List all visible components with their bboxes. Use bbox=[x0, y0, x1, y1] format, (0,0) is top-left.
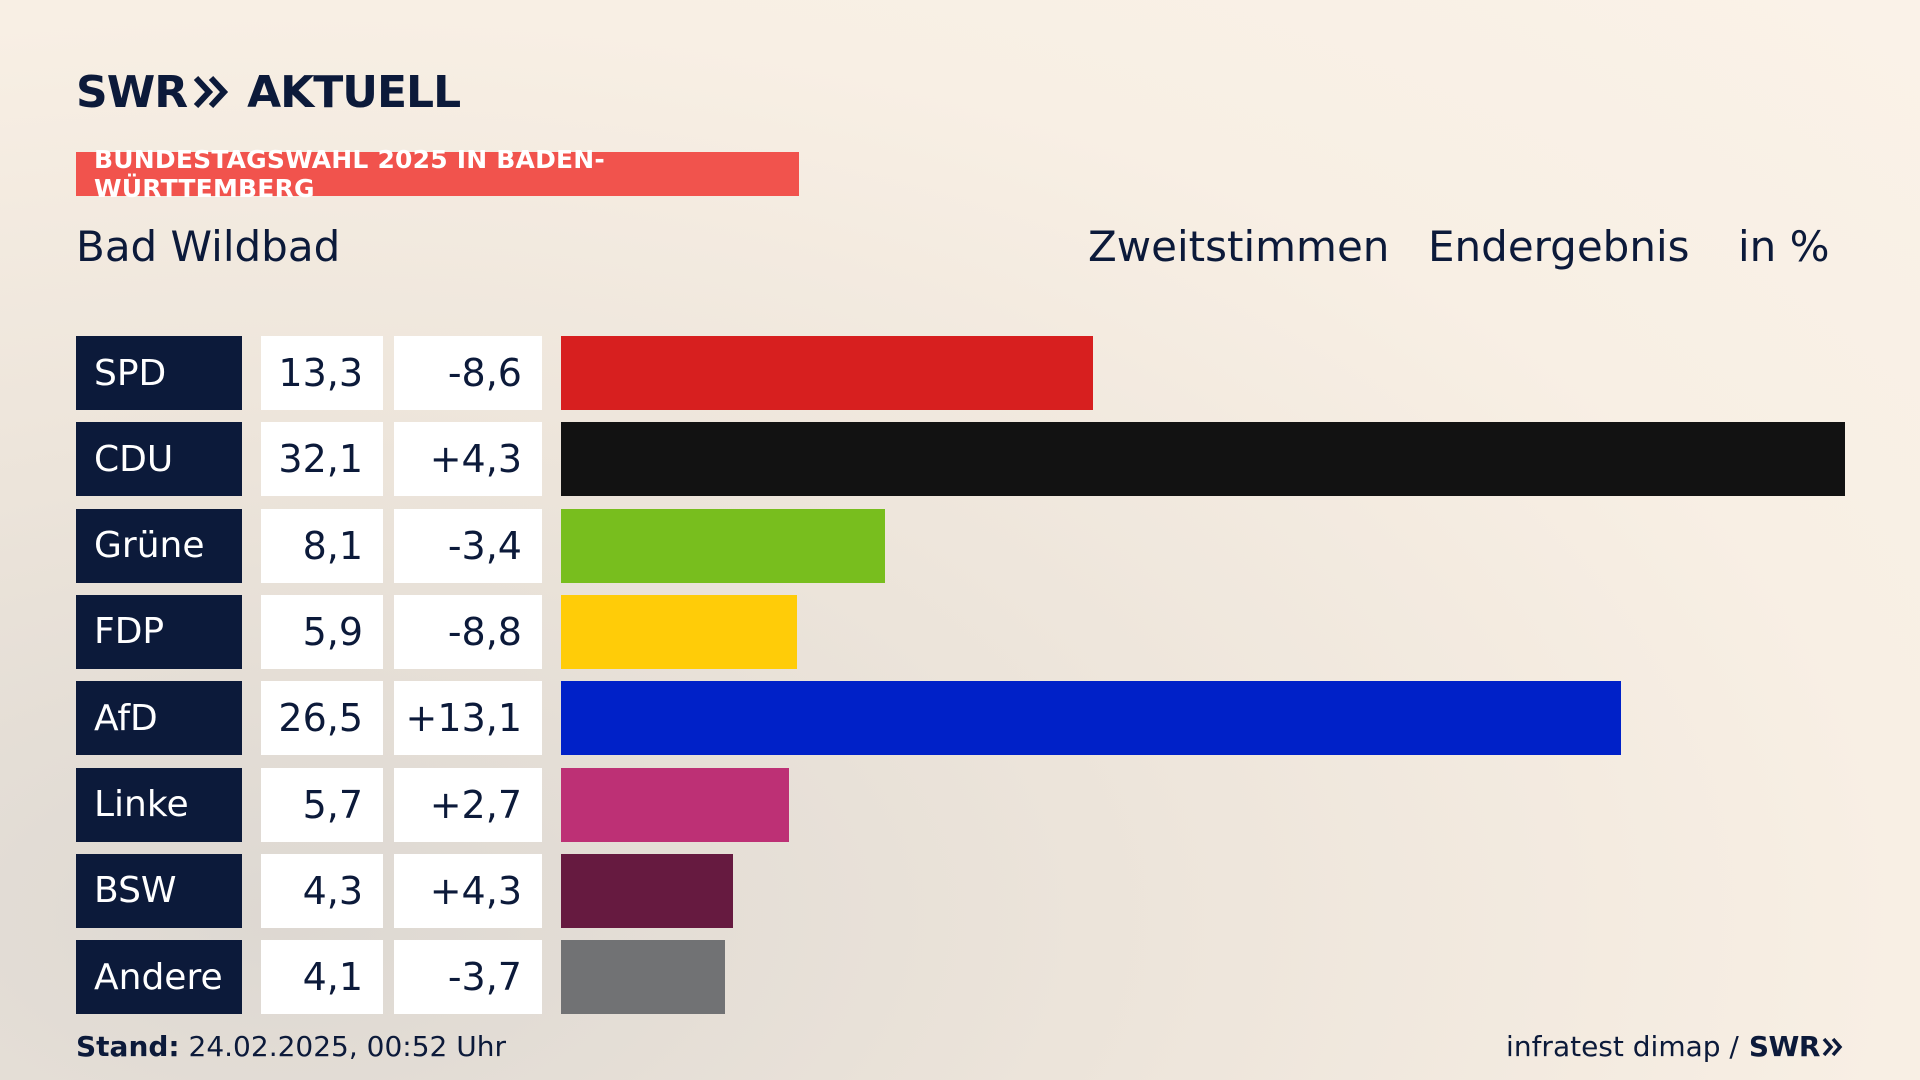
vote-share-value: 32,1 bbox=[261, 422, 383, 497]
header-vote-type: Zweitstimmen bbox=[1088, 222, 1390, 271]
stand-value: 24.02.2025, 00:52 Uhr bbox=[188, 1030, 506, 1063]
logo-swr-text: SWR bbox=[76, 66, 188, 118]
vote-share-change: -3,7 bbox=[394, 940, 542, 1015]
vote-share-value: 4,1 bbox=[261, 940, 383, 1015]
header-unit: in % bbox=[1738, 222, 1830, 271]
result-bar bbox=[561, 594, 797, 669]
swr-small-logo: SWR bbox=[1749, 1030, 1844, 1063]
vote-share-change: -8,8 bbox=[394, 594, 542, 669]
chevron-double-right-icon bbox=[193, 75, 229, 109]
party-label: Linke bbox=[76, 767, 242, 842]
vote-share-change: -8,6 bbox=[394, 336, 542, 410]
result-bar bbox=[561, 508, 885, 583]
party-label: Grüne bbox=[76, 508, 242, 583]
vote-share-value: 8,1 bbox=[261, 508, 383, 583]
vote-share-value: 13,3 bbox=[261, 336, 383, 410]
party-label: FDP bbox=[76, 594, 242, 669]
timestamp: Stand: 24.02.2025, 00:52 Uhr bbox=[76, 1030, 506, 1063]
result-bar bbox=[561, 767, 789, 842]
result-bar bbox=[561, 853, 733, 928]
stand-label: Stand: bbox=[76, 1030, 180, 1063]
party-label: BSW bbox=[76, 853, 242, 928]
header-status: Endergebnis bbox=[1428, 222, 1690, 271]
result-bar bbox=[561, 422, 1845, 497]
vote-share-change: -3,4 bbox=[394, 508, 542, 583]
source-credit: infratest dimap / SWR bbox=[1506, 1030, 1844, 1063]
vote-share-value: 4,3 bbox=[261, 853, 383, 928]
logo-aktuell-text: AKTUELL bbox=[247, 66, 461, 118]
swr-aktuell-logo: SWR AKTUELL bbox=[76, 66, 461, 118]
region-title: Bad Wildbad bbox=[76, 222, 341, 271]
result-bar bbox=[561, 336, 1093, 410]
party-label: SPD bbox=[76, 336, 242, 410]
party-label: CDU bbox=[76, 422, 242, 497]
result-bar bbox=[561, 940, 725, 1015]
vote-share-change: +2,7 bbox=[394, 767, 542, 842]
chevron-double-right-icon bbox=[1822, 1037, 1843, 1056]
swr-small-text: SWR bbox=[1748, 1030, 1821, 1063]
party-label: Andere bbox=[76, 940, 242, 1015]
election-banner: BUNDESTAGSWAHL 2025 IN BADEN-WÜRTTEMBERG bbox=[76, 145, 799, 203]
party-label: AfD bbox=[76, 681, 242, 756]
vote-share-value: 5,7 bbox=[261, 767, 383, 842]
vote-share-change: +4,3 bbox=[394, 853, 542, 928]
source-text: infratest dimap / bbox=[1506, 1030, 1739, 1063]
vote-share-change: +4,3 bbox=[394, 422, 542, 497]
vote-share-change: +13,1 bbox=[394, 681, 542, 756]
result-bar bbox=[561, 681, 1621, 756]
vote-share-value: 5,9 bbox=[261, 594, 383, 669]
vote-share-value: 26,5 bbox=[261, 681, 383, 756]
